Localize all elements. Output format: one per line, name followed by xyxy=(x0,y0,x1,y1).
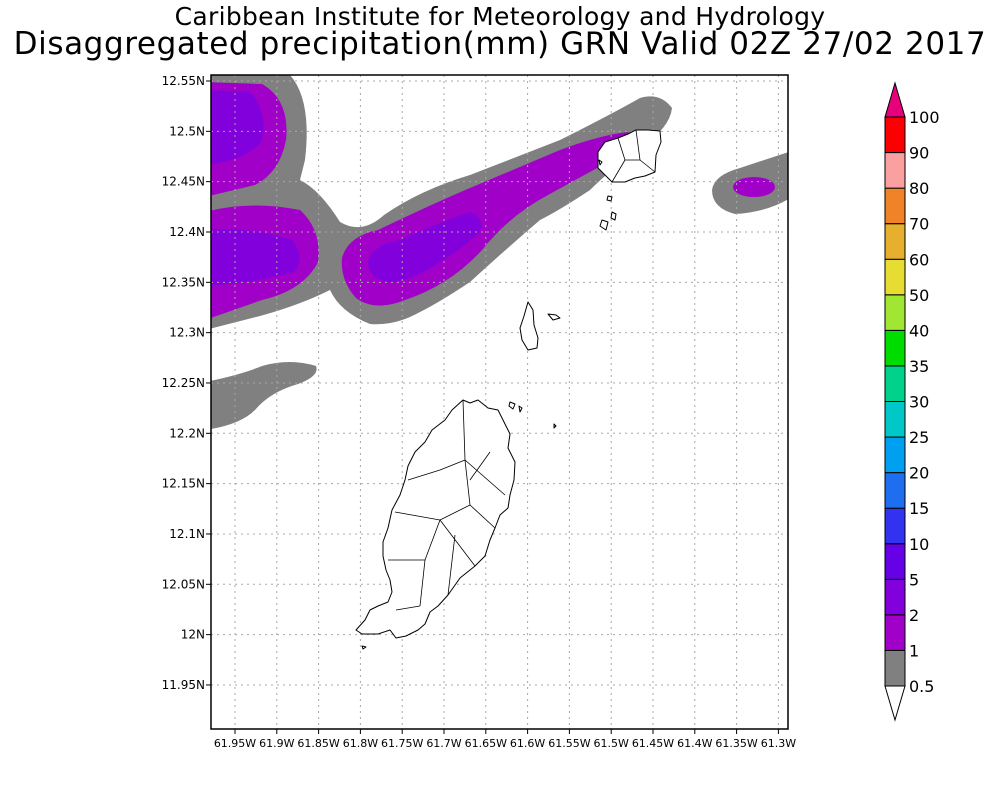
islet-1 xyxy=(599,219,609,231)
plot-frame xyxy=(210,74,789,730)
colorbar-label: 100 xyxy=(909,108,940,127)
islet-6 xyxy=(553,423,557,429)
colorbar-swatch xyxy=(884,472,906,509)
lon-tick-label: 61.95W xyxy=(214,737,256,750)
colorbar-label: 10 xyxy=(909,535,929,554)
lat-tick-label: 12.2N xyxy=(169,426,205,440)
colorbar-swatch xyxy=(884,116,906,154)
colorbar-swatch xyxy=(884,401,906,438)
colorbar-label: 5 xyxy=(909,570,919,589)
lon-tick-label: 61.45W xyxy=(632,737,674,750)
colorbar-swatch xyxy=(884,649,906,687)
colorbar-swatch xyxy=(884,152,906,189)
colorbar-swatch xyxy=(884,223,906,260)
colorbar-swatch xyxy=(884,365,906,402)
lat-tick-label: 12.55N xyxy=(162,74,205,88)
lon-tick-label: 61.75W xyxy=(381,737,423,750)
lat-tick-label: 12.05N xyxy=(162,577,205,591)
colorbar-swatch xyxy=(884,436,906,474)
lon-tick-label: 61.5W xyxy=(594,737,629,750)
colorbar-label: 60 xyxy=(909,250,929,269)
lon-tick-label: 61.85W xyxy=(297,737,339,750)
islet-8 xyxy=(598,159,603,166)
map-subtitle: Disaggregated precipitation(mm) GRN Vali… xyxy=(13,26,987,62)
lon-tick-label: 61.35W xyxy=(715,737,757,750)
lon-tick-label: 61.4W xyxy=(677,737,712,750)
precipitation-field xyxy=(211,75,788,430)
colorbar-swatch xyxy=(884,329,906,367)
latitude-axis: 12.55N 12.5N 12.45N 12.4N 12.35N 12.3N 12.25N 1… xyxy=(162,74,211,692)
ronde-island xyxy=(547,313,561,321)
colorbar-label: 30 xyxy=(909,393,929,412)
colorbar-swatch xyxy=(884,294,906,331)
petite-martinique xyxy=(519,301,539,351)
lon-tick-label: 61.7W xyxy=(426,737,461,750)
precip-band-2mm xyxy=(368,212,482,282)
colorbar-label: 50 xyxy=(909,286,929,305)
grenada-river-boundaries xyxy=(388,399,506,611)
lat-tick-label: 12.25N xyxy=(162,376,205,390)
map-title: Caribbean Institute for Meteorology and … xyxy=(174,2,826,31)
islet-3 xyxy=(606,195,613,202)
lat-tick-label: 12.15N xyxy=(162,477,205,491)
lat-tick-label: 12.5N xyxy=(169,124,205,138)
precip-band-2mm xyxy=(211,229,300,286)
longitude-axis: 61.95W 61.9W 61.85W 61.8W 61.75W 61.7W 61.65W 6… xyxy=(214,729,796,750)
colorbar-over-triangle xyxy=(884,81,906,118)
lat-tick-label: 12.35N xyxy=(162,275,205,289)
islet-5 xyxy=(518,405,523,413)
lon-tick-label: 61.65W xyxy=(465,737,507,750)
colorbar-swatch xyxy=(884,258,906,296)
colorbar-label: 90 xyxy=(909,144,929,163)
colorbar-label: 35 xyxy=(909,357,929,376)
gridlines xyxy=(211,75,788,729)
colorbar-swatch xyxy=(884,614,906,651)
lon-tick-label: 61.8W xyxy=(343,737,378,750)
lon-tick-label: 61.3W xyxy=(761,737,796,750)
carriacou-island xyxy=(597,129,662,183)
colorbar-label: 40 xyxy=(909,321,929,340)
lon-tick-label: 61.55W xyxy=(548,737,590,750)
coastlines xyxy=(355,129,662,650)
lon-tick-label: 61.9W xyxy=(259,737,294,750)
colorbar-label: 2 xyxy=(909,606,919,625)
lat-tick-label: 12.1N xyxy=(169,527,205,541)
colorbar-label: 70 xyxy=(909,215,929,234)
islet-2 xyxy=(610,211,617,221)
islet-7 xyxy=(361,645,367,650)
colorbar-label: 25 xyxy=(909,428,929,447)
precip-band-2mm xyxy=(211,90,264,165)
colorbar-swatch xyxy=(884,507,906,545)
lat-tick-label: 12N xyxy=(181,628,205,642)
lat-tick-label: 12.4N xyxy=(169,225,205,239)
colorbar-label: 0.5 xyxy=(909,677,934,696)
colorbar-swatch xyxy=(884,578,906,616)
colorbar-swatch xyxy=(884,543,906,580)
colorbar-under-triangle xyxy=(884,685,906,722)
carriacou-boundaries xyxy=(611,129,656,183)
colorbar-label: 80 xyxy=(909,179,929,198)
lat-tick-label: 12.45N xyxy=(162,175,205,189)
lat-tick-label: 11.95N xyxy=(162,678,205,692)
islet-4 xyxy=(508,401,516,410)
precip-blob-west-0.5mm xyxy=(211,362,317,430)
colorbar-label: 1 xyxy=(909,641,919,660)
lon-tick-label: 61.6W xyxy=(510,737,545,750)
colorbar-label: 15 xyxy=(909,499,929,518)
colorbar-label: 20 xyxy=(909,464,929,483)
lat-tick-label: 12.3N xyxy=(169,326,205,340)
colorbar-swatch xyxy=(884,187,906,225)
precip-blob-east-1mm xyxy=(733,177,775,197)
